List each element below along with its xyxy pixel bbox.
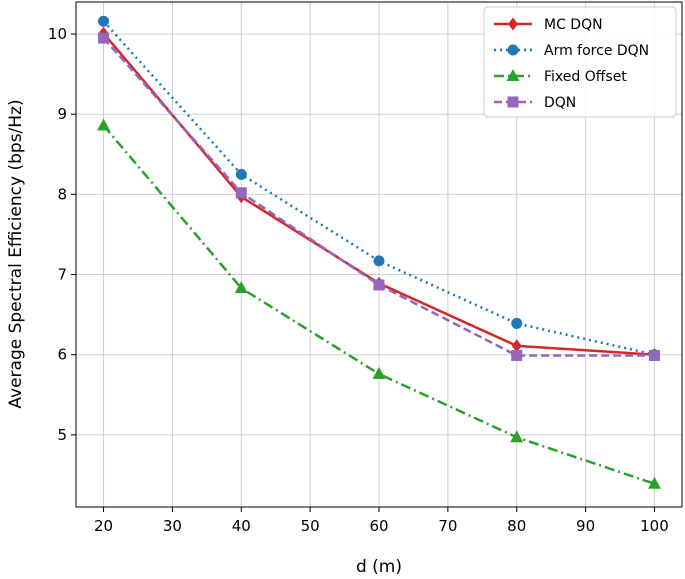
x-tick-label: 20: [94, 517, 113, 535]
data-point-dqn: [648, 350, 660, 361]
y-tick-label: 8: [57, 185, 67, 203]
x-tick-label: 30: [163, 517, 182, 535]
data-point-arm-force-dqn: [373, 255, 385, 267]
legend-marker-arm-force-dqn: [507, 44, 519, 56]
x-tick-label: 60: [369, 517, 388, 535]
x-axis-label: d (m): [356, 557, 402, 577]
series-fixed-offset: [97, 118, 661, 489]
data-point-fixed-offset: [234, 281, 248, 294]
data-point-dqn: [98, 32, 110, 44]
y-tick-label: 5: [57, 426, 67, 444]
legend-marker-fixed-offset: [506, 69, 520, 81]
x-tick-label: 70: [438, 517, 457, 535]
legend-marker-mc-dqn: [508, 17, 518, 31]
y-axis-label: Average Spectral Efficiency (bps/Hz): [6, 99, 26, 408]
x-tick-label: 50: [301, 517, 320, 535]
legend-label-mc-dqn: MC DQN: [544, 17, 603, 33]
data-point-dqn: [511, 350, 523, 361]
data-point-dqn: [235, 187, 247, 199]
y-tick-label: 7: [57, 266, 67, 284]
data-point-dqn: [373, 279, 385, 291]
data-point-mc-dqn: [511, 339, 522, 353]
data-point-arm-force-dqn: [235, 168, 247, 180]
data-point-fixed-offset: [647, 476, 661, 489]
y-tick-label: 9: [57, 105, 67, 123]
legend: MC DQN Arm force DQN Fixed Offset DQN: [483, 6, 677, 118]
data-point-fixed-offset: [372, 366, 386, 379]
data-point-arm-force-dqn: [98, 15, 110, 27]
legend-label-fixed-offset: Fixed Offset: [544, 69, 627, 85]
x-tick-label: 40: [232, 517, 251, 535]
legend-marker-dqn: [507, 96, 519, 108]
plot-series: [97, 15, 661, 489]
y-tick-label: 6: [57, 346, 67, 364]
series-dqn: [98, 32, 660, 361]
x-tick-label: 80: [507, 517, 526, 535]
legend-label-arm-force-dqn: Arm force DQN: [544, 43, 649, 59]
y-tick-label: 10: [48, 25, 67, 43]
axis-ticks: 20 30 40 50 60 70 80 90 100 5 6 7 8 9 10: [48, 25, 669, 535]
x-tick-label: 90: [576, 517, 595, 535]
legend-label-dqn: DQN: [544, 95, 576, 111]
legend-box: [483, 6, 677, 118]
x-tick-label: 100: [640, 517, 669, 535]
data-point-fixed-offset: [510, 430, 524, 443]
data-point-arm-force-dqn: [511, 317, 523, 329]
data-point-fixed-offset: [97, 118, 111, 131]
